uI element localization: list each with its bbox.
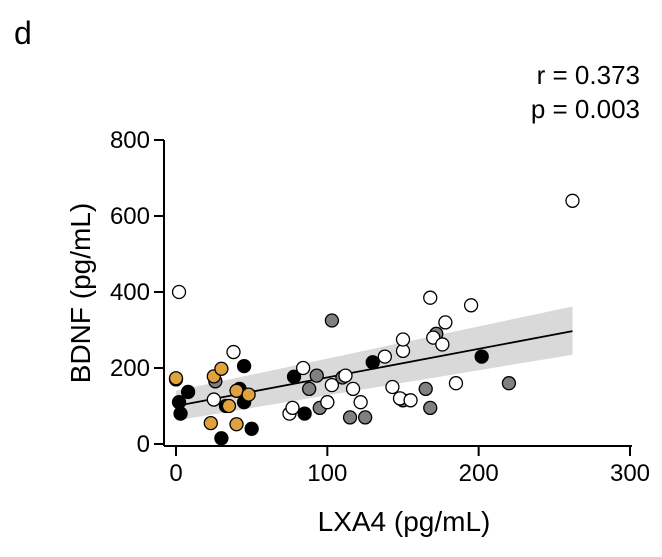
data-point-grey: [342, 410, 358, 425]
data-point-black: [180, 384, 196, 400]
data-point-black: [474, 349, 489, 364]
correlation-r: r = 0.373: [537, 60, 640, 90]
data-point-white: [353, 395, 368, 410]
data-point-orange: [229, 417, 244, 432]
y-axis-label: BDNF (pg/mL): [65, 203, 96, 383]
data-point-black: [286, 369, 302, 384]
data-point-white: [171, 284, 187, 300]
y-tick-label: 800: [110, 127, 150, 154]
data-point-grey: [501, 376, 517, 391]
x-tick-label: 0: [169, 460, 182, 487]
y-tick-label: 200: [110, 355, 150, 382]
data-point-grey: [418, 381, 433, 397]
data-point-grey: [423, 400, 438, 416]
data-point-white: [206, 392, 221, 407]
data-point-black: [214, 431, 229, 446]
data-point-white: [320, 395, 335, 410]
data-point-black: [297, 406, 312, 421]
data-point-white: [448, 376, 464, 391]
data-point-black: [365, 355, 380, 370]
data-point-orange: [229, 383, 244, 398]
axis-ticks: 0 100 200 300 0 200 400 600 800: [110, 127, 650, 487]
data-point-black: [236, 358, 252, 374]
correlation-p: p = 0.003: [531, 94, 640, 124]
data-points: [168, 193, 580, 446]
data-point-white: [435, 337, 450, 352]
data-point-white: [345, 381, 361, 397]
x-tick-label: 300: [610, 460, 650, 487]
data-point-white: [395, 332, 411, 347]
data-point-orange: [214, 361, 229, 376]
data-point-black: [244, 421, 259, 436]
data-point-grey: [309, 368, 324, 383]
data-point-grey: [302, 381, 317, 397]
panel-label: d: [14, 15, 32, 51]
data-point-white: [385, 379, 400, 395]
data-point-orange: [241, 387, 256, 402]
data-point-white: [565, 193, 580, 208]
data-point-grey: [324, 313, 340, 328]
data-point-white: [324, 377, 340, 393]
data-point-orange: [221, 398, 237, 414]
data-point-white: [438, 315, 453, 330]
data-point-white: [226, 344, 241, 360]
data-point-white: [403, 393, 418, 408]
x-tick-label: 200: [459, 460, 499, 487]
y-tick-label: 400: [110, 279, 150, 306]
y-tick-label: 600: [110, 203, 150, 230]
data-point-white: [463, 298, 479, 313]
x-axis-label: LXA4 (pg/mL): [318, 506, 491, 537]
data-point-orange: [203, 415, 218, 431]
data-point-white: [377, 349, 392, 364]
data-point-grey: [358, 410, 373, 425]
y-tick-label: 0: [137, 431, 150, 458]
data-point-orange: [168, 371, 184, 386]
data-point-black: [173, 406, 188, 421]
data-point-white: [338, 368, 353, 383]
data-point-white: [285, 400, 300, 416]
x-tick-label: 100: [307, 460, 347, 487]
data-point-white: [295, 360, 311, 376]
data-point-white: [423, 290, 438, 305]
